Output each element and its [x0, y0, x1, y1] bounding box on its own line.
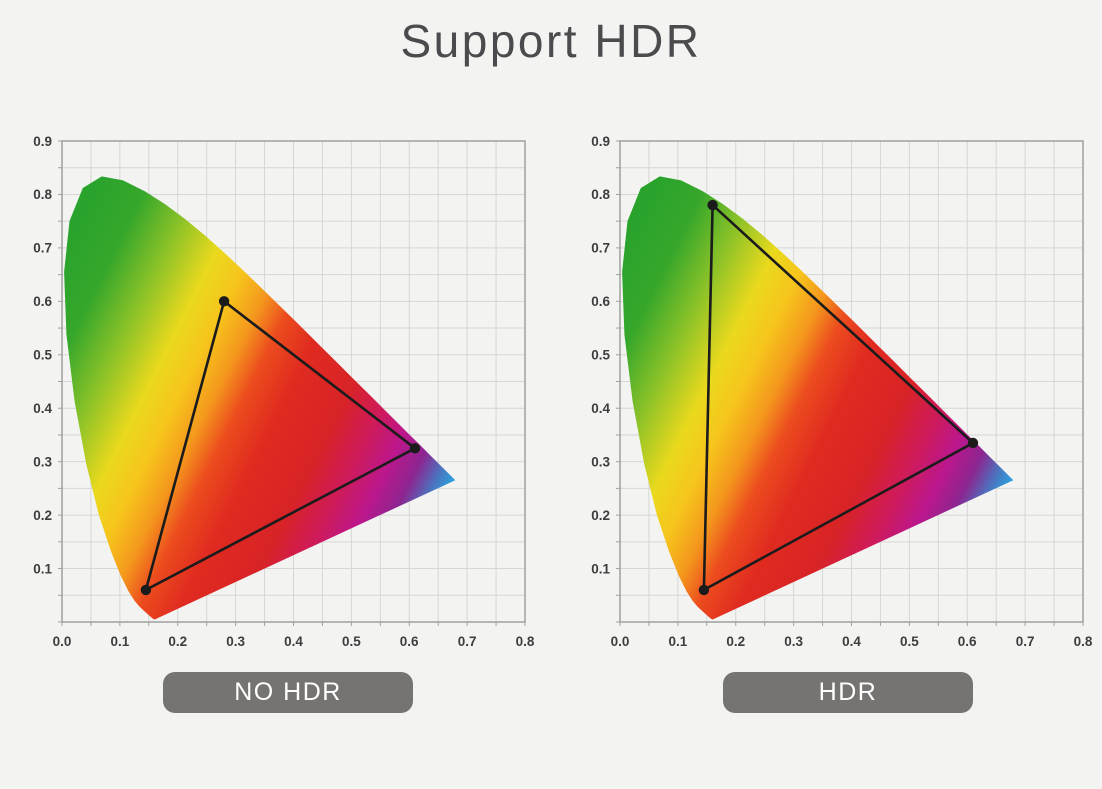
x-tick-label: 0.8: [516, 634, 535, 649]
x-tick-label: 0.6: [958, 634, 977, 649]
y-tick-label: 0.7: [591, 241, 610, 256]
x-tick-label: 0.7: [1016, 634, 1035, 649]
x-tick-label: 0.3: [226, 634, 245, 649]
y-tick-label: 0.2: [591, 508, 610, 523]
y-axis-labels: 0.1 0.2 0.3 0.4 0.5 0.6 0.7 0.8 0.9: [33, 134, 52, 577]
y-tick-label: 0.5: [33, 348, 52, 363]
y-tick-label: 0.9: [33, 134, 52, 149]
blue-primary-dot: [698, 584, 710, 596]
x-tick-label: 0.4: [284, 634, 303, 649]
x-tick-label: 0.0: [611, 634, 630, 649]
y-tick-label: 0.1: [33, 561, 52, 576]
x-tick-label: 0.6: [400, 634, 419, 649]
no-hdr-button[interactable]: NO HDR: [163, 672, 413, 713]
green-primary-dot: [218, 296, 230, 307]
chromaticity-gamut-horseshoe: [64, 176, 456, 620]
x-tick-label: 0.1: [111, 634, 130, 649]
x-tick-label: 0.2: [726, 634, 745, 649]
x-tick-label: 0.3: [784, 634, 803, 649]
axis-ticks: [58, 140, 526, 626]
x-axis-labels: 0.0 0.1 0.2 0.3 0.4 0.5 0.6 0.7 0.8: [611, 634, 1093, 649]
green-primary-dot: [707, 199, 718, 211]
hdr-chromaticity-diagram: 0.0 0.1 0.2 0.3 0.4 0.5 0.6 0.7 0.80.10.20.30.40…: [591, 134, 1093, 649]
y-tick-label: 0.4: [591, 401, 610, 416]
y-tick-label: 0.4: [33, 401, 52, 416]
gamut-triangle: [144, 300, 417, 592]
x-tick-label: 0.5: [342, 634, 361, 649]
chart-no-hdr: 0.0 0.1 0.2 0.3 0.4 0.5 0.6 0.7 0.8 0.1 0.2 0.3 0.4 0…: [17, 129, 537, 654]
red-primary-dot: [409, 443, 421, 454]
y-tick-label: 0.8: [591, 187, 610, 202]
x-tick-label: 0.7: [458, 634, 477, 649]
y-tick-label: 0.9: [591, 134, 610, 149]
chart-hdr: 0.0 0.1 0.2 0.3 0.4 0.5 0.6 0.7 0.8 0.1 0.2 0.3 0.4 0…: [575, 129, 1095, 654]
x-tick-label: 0.8: [1074, 634, 1093, 649]
red-primary-dot: [967, 437, 979, 449]
hdr-button[interactable]: HDR: [723, 672, 973, 713]
x-tick-label: 0.5: [900, 634, 919, 649]
no-hdr-chromaticity-diagram: 0.0 0.1 0.2 0.3 0.4 0.5 0.6 0.7 0.80.10.20.30.40…: [33, 134, 535, 649]
y-tick-label: 0.6: [591, 294, 610, 309]
x-tick-label: 0.2: [168, 634, 187, 649]
x-tick-label: 0.0: [53, 634, 72, 649]
y-tick-label: 0.3: [591, 455, 610, 470]
x-tick-label: 0.1: [669, 634, 688, 649]
y-tick-label: 0.1: [591, 561, 610, 576]
chromaticity-gamut-horseshoe: [622, 176, 1014, 620]
y-tick-label: 0.8: [33, 187, 52, 202]
plot-border: [619, 140, 1084, 623]
gamut-triangle: [702, 203, 975, 592]
y-tick-label: 0.3: [33, 455, 52, 470]
y-tick-label: 0.2: [33, 508, 52, 523]
y-axis-labels: 0.1 0.2 0.3 0.4 0.5 0.6 0.7 0.8 0.9: [591, 134, 610, 577]
y-tick-label: 0.7: [33, 241, 52, 256]
plot-border: [61, 140, 526, 623]
y-tick-label: 0.5: [591, 348, 610, 363]
x-tick-label: 0.4: [842, 634, 861, 649]
x-axis-labels: 0.0 0.1 0.2 0.3 0.4 0.5 0.6 0.7 0.8: [53, 634, 535, 649]
page-title: Support HDR: [400, 15, 702, 67]
blue-primary-dot: [140, 584, 152, 596]
y-tick-label: 0.6: [33, 294, 52, 309]
